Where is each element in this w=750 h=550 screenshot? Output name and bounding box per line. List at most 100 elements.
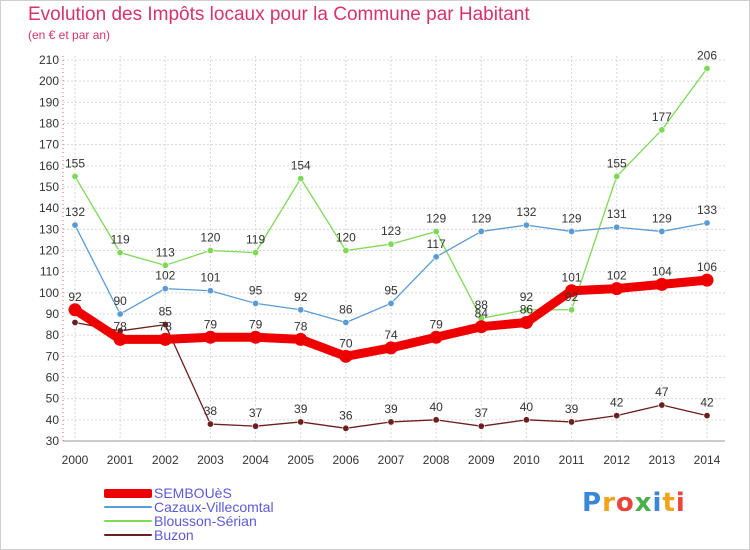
legend-label: SEMBOUèS <box>154 485 232 501</box>
legend-swatch <box>104 534 152 536</box>
y-tick-label: 200 <box>39 74 59 88</box>
x-tick-label: 2010 <box>513 453 540 467</box>
data-point-sembou-s <box>700 273 714 287</box>
data-label-sembou-s: 104 <box>652 264 672 278</box>
data-label-cazaux-villecomtal: 102 <box>155 269 175 283</box>
data-point-cazaux-villecomtal <box>568 227 576 235</box>
data-label-sembou-s: 78 <box>159 319 173 333</box>
data-label-sembou-s: 101 <box>562 271 582 285</box>
data-point-cazaux-villecomtal <box>703 219 711 227</box>
data-label-blousson-s-rian: 113 <box>156 245 175 259</box>
logo-letter: P <box>582 488 603 518</box>
x-tick-label: 2000 <box>62 453 89 467</box>
data-label-cazaux-villecomtal: 129 <box>652 211 672 225</box>
x-tick-label: 2011 <box>559 453 585 467</box>
data-label-cazaux-villecomtal: 133 <box>697 203 717 217</box>
logo-letter: i <box>675 488 686 518</box>
data-label-buzon: 38 <box>204 404 218 418</box>
data-label-buzon: 39 <box>384 402 398 416</box>
x-tick-label: 2008 <box>423 453 450 467</box>
data-label-blousson-s-rian: 154 <box>291 159 311 173</box>
data-label-sembou-s: 106 <box>697 260 717 274</box>
data-point-sembou-s <box>203 330 217 344</box>
x-tick-label: 2007 <box>378 453 405 467</box>
data-point-blousson-s-rian <box>206 247 214 255</box>
logo-letter: o <box>615 488 635 518</box>
data-point-sembou-s <box>158 332 172 346</box>
data-point-sembou-s <box>339 349 353 363</box>
data-point-buzon <box>658 401 666 409</box>
data-label-cazaux-villecomtal: 101 <box>200 271 220 285</box>
data-point-sembou-s <box>113 332 127 346</box>
y-tick-label: 130 <box>39 222 59 236</box>
logo-letter: t <box>662 488 676 518</box>
data-label-sembou-s: 79 <box>429 317 443 331</box>
legend-label: Cazaux-Villecomtal <box>154 499 274 515</box>
data-label-cazaux-villecomtal: 131 <box>607 207 627 221</box>
legend-swatch <box>104 506 152 508</box>
legend-label: Buzon <box>154 527 194 543</box>
data-point-cazaux-villecomtal <box>71 221 79 229</box>
data-point-blousson-s-rian <box>613 172 621 180</box>
data-label-blousson-s-rian: 206 <box>697 48 717 62</box>
data-label-buzon: 40 <box>520 400 534 414</box>
y-tick-label: 140 <box>39 201 59 215</box>
y-tick-label: 210 <box>39 53 59 67</box>
y-tick-label: 120 <box>39 244 59 258</box>
logo-letter: i <box>652 488 663 518</box>
x-tick-label: 2005 <box>287 453 314 467</box>
data-label-sembou-s: 79 <box>204 317 218 331</box>
data-point-cazaux-villecomtal <box>387 299 395 307</box>
data-label-sembou-s: 79 <box>249 317 263 331</box>
data-point-cazaux-villecomtal <box>613 223 621 231</box>
data-point-sembou-s <box>655 277 669 291</box>
data-point-cazaux-villecomtal <box>206 287 214 295</box>
x-tick-label: 2013 <box>649 453 676 467</box>
data-label-blousson-s-rian: 120 <box>336 231 356 245</box>
data-point-blousson-s-rian <box>703 64 711 72</box>
data-label-buzon: 36 <box>339 408 353 422</box>
legend-swatch <box>104 488 152 498</box>
logo-letter: r <box>602 488 616 518</box>
data-point-cazaux-villecomtal <box>522 221 530 229</box>
data-point-cazaux-villecomtal <box>432 253 440 261</box>
y-tick-label: 160 <box>39 159 59 173</box>
data-label-cazaux-villecomtal: 132 <box>65 205 85 219</box>
data-point-sembou-s <box>519 315 533 329</box>
data-point-buzon <box>206 420 214 428</box>
legend-item: SEMBOUèS <box>104 485 324 501</box>
data-label-buzon: 47 <box>655 385 669 399</box>
data-label-sembou-s: 78 <box>113 319 127 333</box>
data-point-cazaux-villecomtal <box>342 318 350 326</box>
data-point-cazaux-villecomtal <box>252 299 260 307</box>
data-label-blousson-s-rian: 155 <box>607 156 627 170</box>
x-tick-label: 2001 <box>107 453 134 467</box>
data-point-cazaux-villecomtal <box>477 227 485 235</box>
y-tick-label: 190 <box>39 95 59 109</box>
data-point-blousson-s-rian <box>432 227 440 235</box>
data-label-cazaux-villecomtal: 117 <box>427 237 446 251</box>
data-point-sembou-s <box>565 284 579 298</box>
data-point-blousson-s-rian <box>658 126 666 134</box>
data-point-cazaux-villecomtal <box>658 227 666 235</box>
data-label-cazaux-villecomtal: 129 <box>471 211 491 225</box>
y-tick-label: 80 <box>46 328 60 342</box>
y-tick-label: 100 <box>39 286 59 300</box>
data-label-buzon: 39 <box>565 402 579 416</box>
data-point-buzon <box>297 418 305 426</box>
x-tick-label: 2004 <box>242 453 269 467</box>
data-label-blousson-s-rian: 92 <box>520 290 534 304</box>
data-label-sembou-s: 74 <box>384 328 398 342</box>
data-label-blousson-s-rian: 177 <box>652 110 672 124</box>
y-tick-label: 90 <box>46 307 60 321</box>
data-point-blousson-s-rian <box>161 261 169 269</box>
data-label-buzon: 42 <box>700 396 714 410</box>
data-point-blousson-s-rian <box>522 306 530 314</box>
legend-item: Cazaux-Villecomtal <box>104 499 324 515</box>
data-point-buzon <box>522 416 530 424</box>
y-tick-label: 30 <box>46 434 60 448</box>
data-point-sembou-s <box>474 320 488 334</box>
plot-area <box>63 56 725 441</box>
data-label-sembou-s: 86 <box>520 302 534 316</box>
